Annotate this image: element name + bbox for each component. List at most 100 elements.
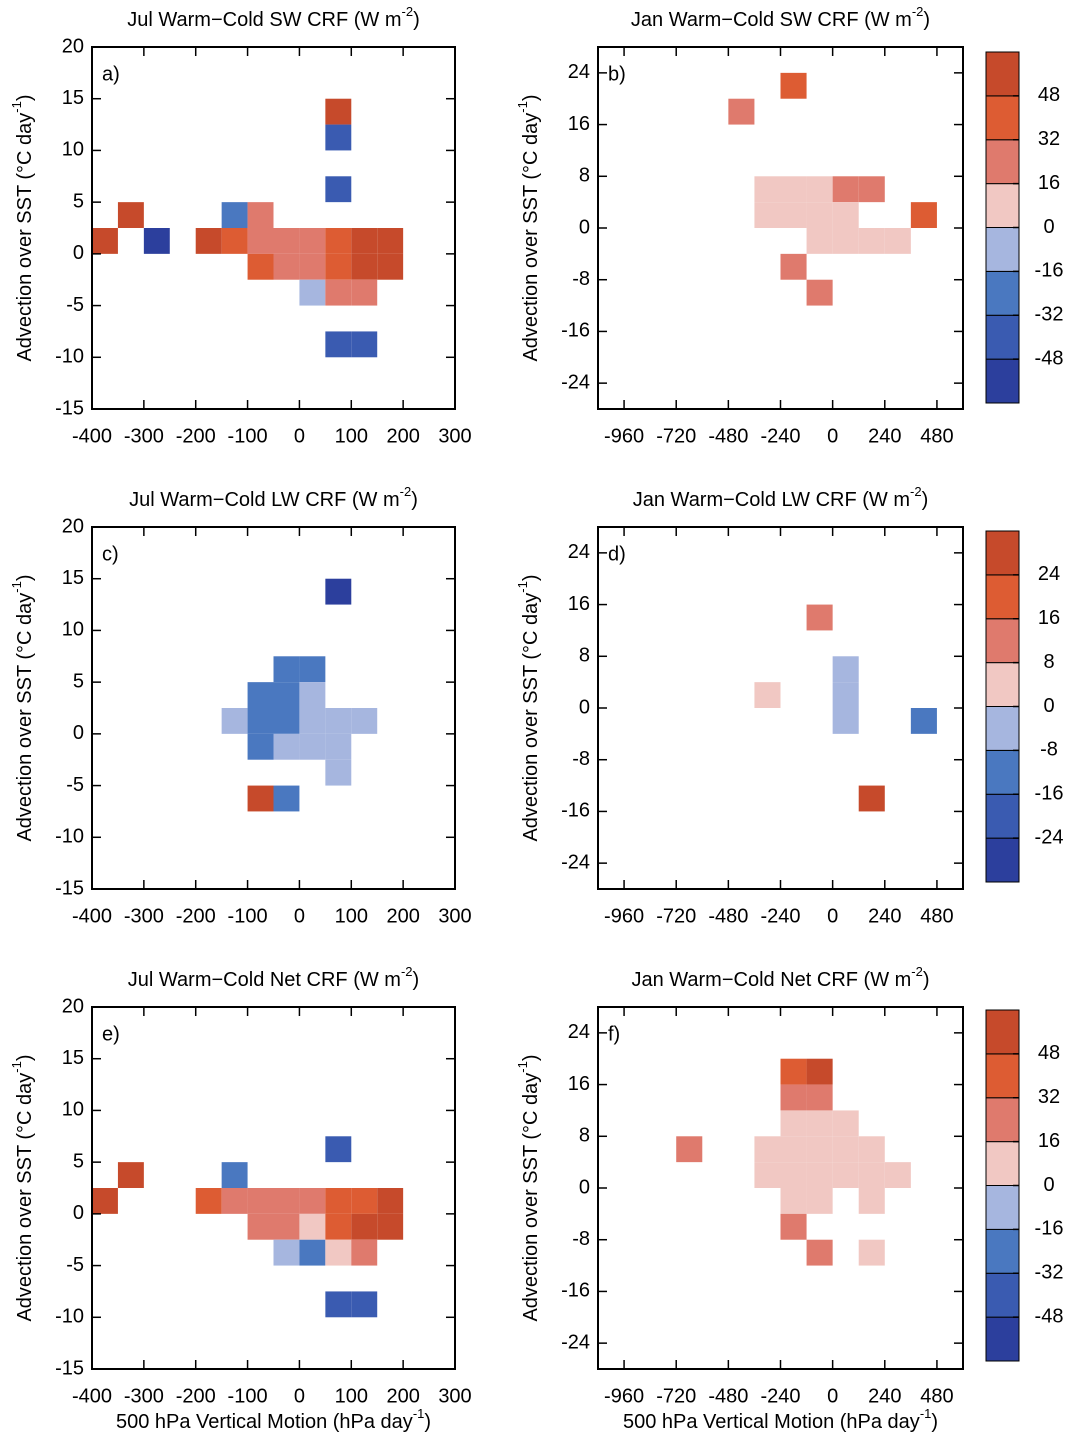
heatmap-cell [221, 708, 248, 734]
heatmap-cell [832, 176, 859, 203]
heatmap-cell [325, 578, 352, 605]
x-tick-label: 100 [335, 905, 368, 927]
x-tick-label: -200 [176, 905, 216, 927]
y-tick-label: 5 [73, 670, 84, 692]
heatmap-cell [247, 202, 274, 228]
heatmap-cell [780, 1058, 807, 1085]
heatmap-cell [754, 1162, 781, 1188]
x-tick-label: -720 [656, 1385, 696, 1407]
y-tick-label: -5 [66, 774, 84, 796]
colorbar-tick-label: -24 [1035, 826, 1064, 848]
y-axis-label-part: -1 [515, 1061, 530, 1073]
heatmap-cell [351, 708, 378, 734]
heatmap-cell [780, 176, 807, 203]
heatmap-cell [299, 708, 326, 734]
x-tick-label: -300 [124, 905, 164, 927]
y-tick-label: 0 [579, 696, 590, 718]
colorbar-box [985, 530, 1020, 576]
chart-title-part: -2 [912, 4, 924, 19]
colorbar-box [985, 1053, 1020, 1099]
y-tick-label: -16 [561, 1280, 590, 1302]
y-tick-label: -10 [55, 1306, 84, 1328]
x-tick-label: 0 [294, 1385, 305, 1407]
y-tick-label: 20 [62, 995, 84, 1017]
colorbar-tick-label: -32 [1035, 1262, 1064, 1284]
colorbar-box [985, 270, 1020, 316]
heatmap-cell [780, 1084, 807, 1111]
y-tick-label: 0 [73, 1202, 84, 1224]
chart-title: Jul Warm−Cold LW CRF (W m-2) [129, 484, 418, 511]
heatmap-cell [754, 176, 781, 203]
x-tick-label: -400 [72, 1385, 112, 1407]
chart-title-part: -2 [402, 4, 414, 19]
heatmap-cell [351, 228, 378, 254]
heatmap-cell [754, 202, 781, 228]
x-tick-label: 240 [868, 905, 901, 927]
heatmap-cell [910, 708, 937, 734]
y-axis-label-part: Advection over SST (°C day [520, 113, 542, 362]
heatmap-cell [325, 331, 352, 358]
x-tick-label: -400 [72, 905, 112, 927]
y-axis-label-part: Advection over SST (°C day [520, 1073, 542, 1322]
y-tick-label: -8 [572, 1228, 590, 1250]
heatmap-cell [247, 1213, 274, 1240]
heatmap-cell [884, 1162, 911, 1188]
heatmap-cell [806, 1084, 833, 1111]
heatmap-cell [299, 1239, 326, 1266]
chart-title-part: -2 [400, 484, 412, 499]
x-tick-label: -100 [228, 1385, 268, 1407]
x-tick-label: -960 [604, 425, 644, 447]
heatmap-cell [910, 202, 937, 228]
y-tick-label: -15 [55, 1357, 84, 1379]
y-tick-label: 20 [62, 515, 84, 537]
heatmap-cell [299, 682, 326, 708]
chart-title-part: Jul Warm−Cold SW CRF (W m [127, 9, 401, 31]
colorbar-box [985, 837, 1020, 883]
y-tick-label: -5 [66, 294, 84, 316]
colorbar-box [985, 793, 1020, 839]
y-tick-label: -24 [561, 371, 590, 393]
heatmap-cell [832, 656, 859, 683]
heatmap-cell [299, 656, 326, 683]
x-tick-label: -720 [656, 905, 696, 927]
chart-title: Jan Warm−Cold Net CRF (W m-2) [631, 964, 929, 991]
heatmap-cell [325, 759, 352, 786]
colorbar-tick-label: 16 [1038, 607, 1060, 629]
y-tick-label: -15 [55, 877, 84, 899]
y-axis-label-part: ) [520, 94, 542, 101]
x-axis-label-part: ) [931, 1411, 938, 1433]
heatmap-cell [221, 1162, 248, 1188]
y-axis-label: Advection over SST (°C day-1) [9, 94, 36, 361]
heatmap-cell [780, 1110, 807, 1137]
heatmap-cell [273, 785, 300, 812]
colorbar-tick-label: -16 [1035, 1218, 1064, 1240]
heatmap-cell [299, 1188, 326, 1214]
heatmap-cell [858, 176, 885, 203]
heatmap-cell [325, 733, 352, 760]
heatmap-cell [806, 1110, 833, 1137]
x-tick-label: -300 [124, 1385, 164, 1407]
heatmap-cell [325, 98, 352, 125]
panel-label: e) [102, 1023, 120, 1045]
heatmap-cell [806, 279, 833, 306]
x-axis-label-part: 500 hPa Vertical Motion (hPa day [623, 1411, 920, 1433]
heatmap-cell [273, 682, 300, 708]
heatmap-cell [806, 1239, 833, 1266]
x-tick-label: 0 [294, 905, 305, 927]
y-tick-label: -16 [561, 800, 590, 822]
colorbar-tick-label: 16 [1038, 1130, 1060, 1152]
x-tick-label: -240 [760, 905, 800, 927]
heatmap-cell [299, 279, 326, 306]
y-axis-label-part: ) [14, 574, 36, 581]
chart-title-part: ) [923, 969, 930, 991]
x-tick-label: 240 [868, 425, 901, 447]
heatmap-cell [806, 1188, 833, 1214]
heatmap-cell [806, 228, 833, 254]
x-tick-label: -200 [176, 1385, 216, 1407]
heatmap-cell [832, 708, 859, 734]
heatmap-cell [377, 1188, 404, 1214]
heatmap-cell [325, 253, 352, 280]
chart-title-part: ) [411, 489, 418, 511]
y-axis-label-part: -1 [9, 1061, 24, 1073]
colorbar-box [985, 1316, 1020, 1362]
